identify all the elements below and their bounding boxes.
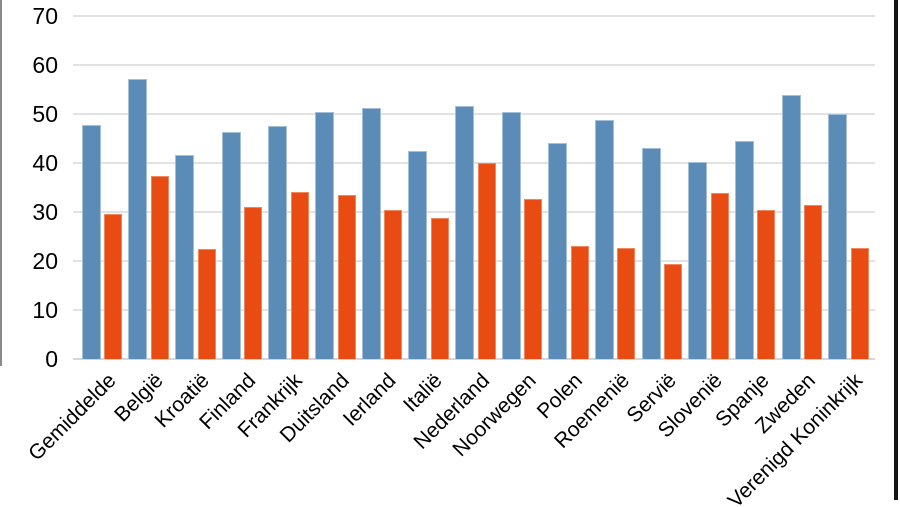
gridline: [73, 113, 875, 115]
x-axis-category-label: Ierland: [338, 369, 401, 431]
bar-blauw-frankrijk: [268, 126, 288, 359]
bar-oranje-servië: [664, 263, 683, 359]
bar-oranje-gemiddelde: [104, 213, 123, 359]
bar-blauw-ierland: [361, 108, 381, 359]
bar-blauw-duitsland: [315, 111, 335, 359]
bar-oranje-finland: [244, 207, 263, 359]
bar-oranje-polen: [570, 245, 589, 359]
y-axis-tick-label: 30: [32, 198, 58, 225]
gridline: [73, 309, 875, 311]
bar-oranje-slovenië: [710, 192, 729, 359]
bar-oranje-nederland: [477, 163, 496, 359]
bar-blauw-italië: [408, 150, 428, 359]
bar-oranje-spanje: [757, 209, 776, 359]
y-axis-tick-label: 0: [45, 345, 58, 372]
gridline: [73, 260, 875, 262]
bar-blauw-slovenië: [688, 161, 708, 359]
left-border-line: [0, 0, 2, 366]
y-axis-tick-label: 70: [32, 2, 58, 29]
x-axis-line: [73, 358, 875, 360]
y-axis-tick-label: 40: [32, 149, 58, 176]
bar-blauw-kroatië: [175, 155, 195, 359]
bar-blauw-noorwegen: [501, 111, 521, 359]
x-axis-category-label: Gemiddelde: [24, 369, 121, 466]
gridline: [73, 64, 875, 66]
bar-oranje-kroatië: [197, 248, 216, 359]
gridline: [73, 15, 875, 17]
bar-oranje-frankrijk: [290, 191, 309, 359]
bar-blauw-verenigd-koninkrijk: [828, 114, 848, 359]
bar-blauw-nederland: [455, 105, 474, 359]
bar-blauw-finland: [221, 131, 241, 359]
bar-oranje-ierland: [384, 209, 403, 359]
y-axis-tick-label: 60: [32, 51, 58, 78]
bar-oranje-duitsland: [337, 194, 356, 359]
bar-blauw-roemenië: [594, 120, 614, 359]
bar-oranje-verenigd-koninkrijk: [850, 248, 869, 359]
gridline: [73, 162, 875, 164]
y-axis-tick-label: 20: [32, 247, 58, 274]
gridline: [73, 211, 875, 213]
bar-blauw-polen: [548, 143, 568, 359]
bar-oranje-belgië: [150, 176, 169, 359]
bar-blauw-zweden: [781, 94, 801, 359]
bar-oranje-zweden: [804, 204, 823, 359]
bar-oranje-italië: [430, 217, 449, 359]
bar-oranje-roemenië: [617, 248, 636, 359]
bar-oranje-noorwegen: [524, 198, 543, 359]
y-axis-tick-label: 50: [32, 100, 58, 127]
y-axis-tick-label: 10: [32, 296, 58, 323]
bar-blauw-belgië: [128, 79, 148, 359]
right-border-line: [894, 0, 898, 500]
bar-blauw-spanje: [734, 141, 754, 359]
bar-blauw-gemiddelde: [81, 125, 101, 359]
bar-blauw-servië: [641, 148, 661, 359]
